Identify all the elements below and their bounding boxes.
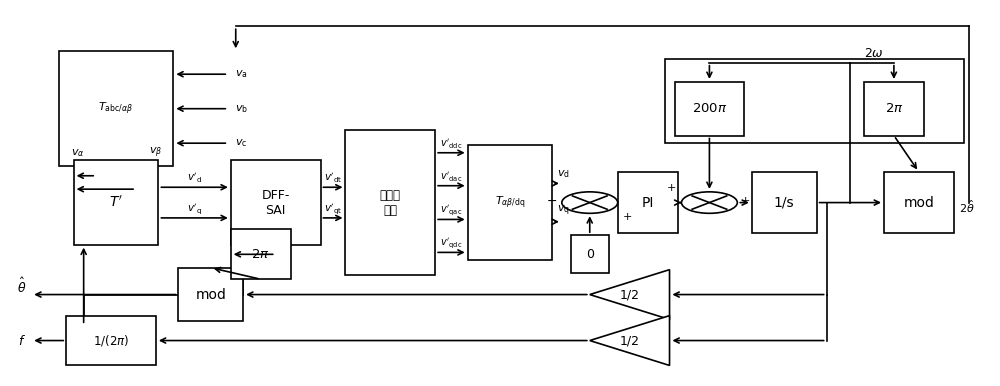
Text: $2\hat{\theta}$: $2\hat{\theta}$ xyxy=(959,198,974,215)
Text: $v'_{\mathrm{qdc}}$: $v'_{\mathrm{qdc}}$ xyxy=(440,237,463,251)
FancyBboxPatch shape xyxy=(231,229,291,279)
Text: $f$: $f$ xyxy=(18,334,26,347)
FancyBboxPatch shape xyxy=(66,316,156,366)
Text: $v'_{\mathrm{qt}}$: $v'_{\mathrm{qt}}$ xyxy=(324,201,342,216)
Text: $v'_{\mathrm{dt}}$: $v'_{\mathrm{dt}}$ xyxy=(324,171,342,185)
FancyBboxPatch shape xyxy=(864,82,924,135)
Text: $v'_{\mathrm{dac}}$: $v'_{\mathrm{dac}}$ xyxy=(440,171,463,184)
Text: 正负序
分离: 正负序 分离 xyxy=(380,189,401,217)
Text: $v_{\mathrm{a}}$: $v_{\mathrm{a}}$ xyxy=(235,68,248,80)
Text: $T'$: $T'$ xyxy=(109,195,123,210)
Text: 1/s: 1/s xyxy=(774,196,795,210)
Text: +: + xyxy=(740,196,750,206)
Text: $v_{\beta}$: $v_{\beta}$ xyxy=(149,146,163,160)
Text: 1/2: 1/2 xyxy=(620,334,640,347)
Text: $2\pi$: $2\pi$ xyxy=(251,248,270,261)
Text: +: + xyxy=(623,212,632,222)
Text: $v_{\mathrm{d}}$: $v_{\mathrm{d}}$ xyxy=(557,168,570,180)
Text: PI: PI xyxy=(641,196,654,210)
Circle shape xyxy=(562,192,618,213)
Text: DFF-
SAI: DFF- SAI xyxy=(261,189,290,217)
Text: $2\omega$: $2\omega$ xyxy=(864,47,884,59)
Text: $-$: $-$ xyxy=(546,194,557,207)
Text: $v_{\mathrm{c}}$: $v_{\mathrm{c}}$ xyxy=(235,137,248,149)
Text: $T_{\mathrm{abc}/\alpha\beta}$: $T_{\mathrm{abc}/\alpha\beta}$ xyxy=(98,100,134,117)
FancyBboxPatch shape xyxy=(884,172,954,233)
Polygon shape xyxy=(590,270,670,320)
FancyBboxPatch shape xyxy=(74,161,158,245)
FancyBboxPatch shape xyxy=(345,130,435,275)
Text: $v'_{\mathrm{d}}$: $v'_{\mathrm{d}}$ xyxy=(187,171,202,185)
Text: $1/(2\pi)$: $1/(2\pi)$ xyxy=(93,333,129,348)
Polygon shape xyxy=(590,316,670,366)
Text: $T_{\alpha\beta/\mathrm{dq}}$: $T_{\alpha\beta/\mathrm{dq}}$ xyxy=(495,195,525,211)
Circle shape xyxy=(681,192,737,213)
Text: $v'_{\mathrm{q}}$: $v'_{\mathrm{q}}$ xyxy=(187,201,202,216)
FancyBboxPatch shape xyxy=(571,235,609,273)
FancyBboxPatch shape xyxy=(178,268,243,322)
Text: +: + xyxy=(667,183,677,193)
FancyBboxPatch shape xyxy=(231,161,321,245)
Text: $v_{\alpha}$: $v_{\alpha}$ xyxy=(71,147,85,159)
Text: mod: mod xyxy=(195,288,226,301)
Text: $200\pi$: $200\pi$ xyxy=(692,102,727,115)
Text: $v'_{\mathrm{qac}}$: $v'_{\mathrm{qac}}$ xyxy=(440,204,463,218)
FancyBboxPatch shape xyxy=(618,172,678,233)
Text: $v_{\mathrm{q}}$: $v_{\mathrm{q}}$ xyxy=(557,204,570,218)
Text: mod: mod xyxy=(903,196,934,210)
FancyBboxPatch shape xyxy=(752,172,817,233)
Text: 0: 0 xyxy=(586,248,594,261)
Text: $2\pi$: $2\pi$ xyxy=(885,102,903,115)
FancyBboxPatch shape xyxy=(675,82,744,135)
FancyBboxPatch shape xyxy=(59,51,173,166)
Text: 1/2: 1/2 xyxy=(620,288,640,301)
FancyBboxPatch shape xyxy=(468,145,552,260)
Text: $v_{\mathrm{b}}$: $v_{\mathrm{b}}$ xyxy=(235,103,248,115)
Text: $\hat{\theta}$: $\hat{\theta}$ xyxy=(17,278,26,296)
Text: $v'_{\mathrm{ddc}}$: $v'_{\mathrm{ddc}}$ xyxy=(440,137,463,151)
